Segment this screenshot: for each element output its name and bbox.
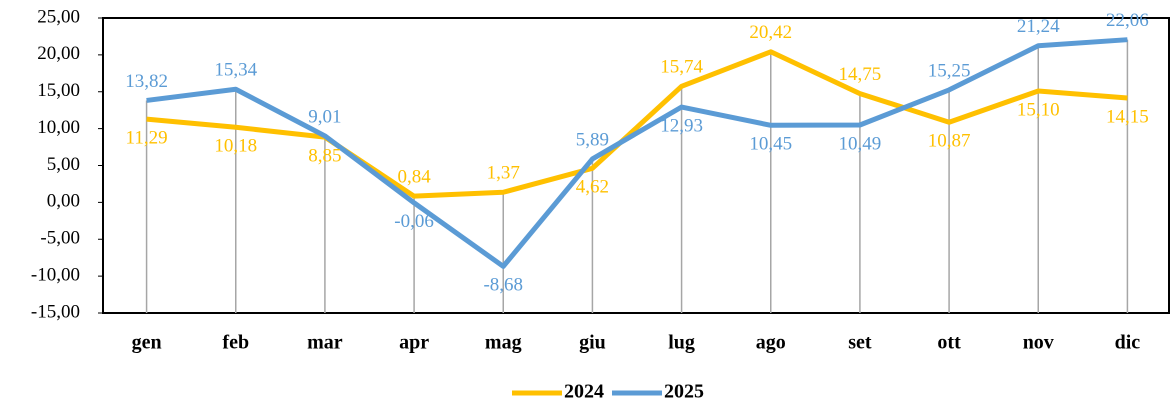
y-tick-label: -5,00	[40, 228, 80, 249]
data-label: 10,45	[749, 134, 792, 155]
y-tick-label: -15,00	[31, 301, 80, 322]
y-tick-label: 25,00	[37, 6, 80, 27]
x-tick-label: mar	[307, 332, 343, 354]
data-label: 10,87	[928, 131, 971, 152]
data-label: 10,49	[839, 133, 882, 154]
data-label: 10,18	[214, 136, 257, 157]
x-tick-label: apr	[399, 332, 429, 354]
data-label: 15,25	[928, 60, 971, 81]
y-tick-label: 0,00	[47, 191, 80, 212]
data-label: 12,93	[660, 115, 703, 136]
legend-label: 2025	[664, 381, 704, 403]
data-label: 20,42	[749, 22, 792, 43]
series-line	[146, 49, 1128, 199]
data-label: 1,37	[487, 163, 520, 184]
data-label: 9,01	[308, 106, 341, 127]
y-tick-label: 10,00	[37, 117, 80, 138]
y-tick-label: -10,00	[31, 264, 80, 285]
data-label: 15,10	[1017, 99, 1060, 120]
x-tick-label: dic	[1115, 332, 1141, 354]
x-tick-label: feb	[222, 332, 249, 354]
data-label: 13,82	[125, 71, 168, 92]
series-line	[146, 37, 1128, 269]
data-label: 14,15	[1106, 106, 1149, 127]
y-tick-label: 5,00	[47, 154, 80, 175]
x-tick-label: nov	[1023, 332, 1054, 354]
data-label: 15,34	[214, 60, 257, 81]
data-label: 8,85	[308, 145, 341, 166]
data-label: 0,84	[397, 167, 431, 188]
x-tick-label: gen	[132, 332, 162, 354]
x-tick-label: set	[848, 332, 872, 354]
x-tick-label: mag	[485, 332, 522, 354]
data-label: -8,68	[483, 275, 523, 296]
data-label: 22,06	[1106, 10, 1149, 31]
data-label: 4,62	[576, 177, 609, 198]
data-label: 14,75	[839, 64, 882, 85]
data-label: -0,06	[394, 211, 434, 232]
data-label: 5,89	[576, 129, 609, 150]
x-tick-label: ott	[937, 332, 961, 354]
x-tick-label: lug	[668, 332, 695, 354]
y-tick-label: 15,00	[37, 80, 80, 101]
x-tick-label: ago	[756, 332, 786, 354]
data-label: 21,24	[1017, 16, 1060, 37]
data-label: 15,74	[660, 57, 703, 78]
legend-label: 2024	[564, 381, 604, 403]
x-tick-label: giu	[579, 332, 606, 354]
data-label: 11,29	[126, 127, 168, 148]
y-tick-label: 20,00	[37, 43, 80, 64]
